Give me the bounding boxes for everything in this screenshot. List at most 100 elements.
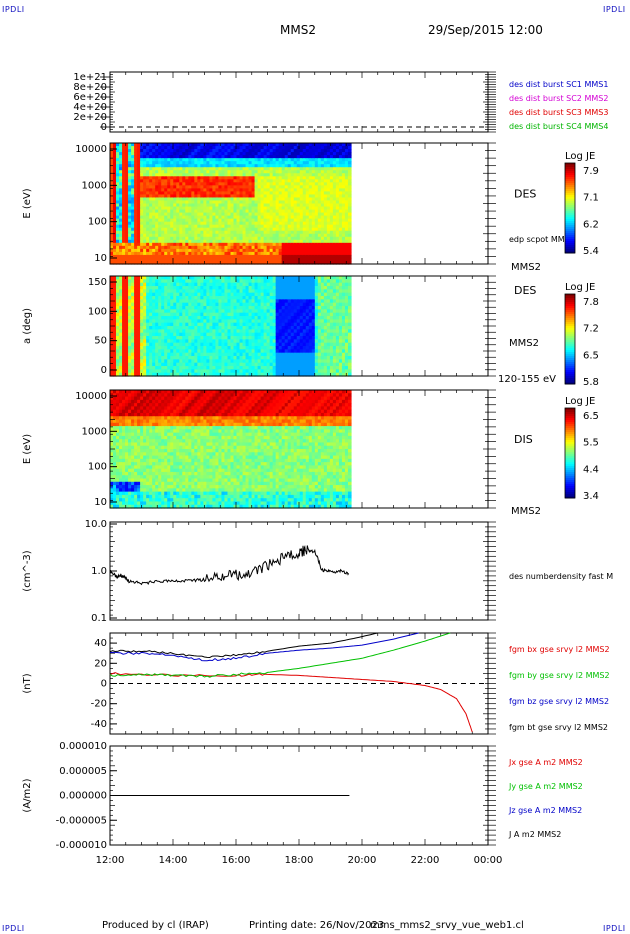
heatmap-cell [113, 227, 117, 232]
heatmap-cell [116, 332, 120, 337]
heatmap-cell [200, 170, 204, 174]
heatmap-cell [254, 173, 259, 177]
heatmap-cell [200, 362, 204, 367]
heatmap-cell [281, 251, 286, 256]
heatmap-cell [221, 239, 226, 244]
heatmap-cell [197, 299, 201, 304]
heatmap-cell [344, 176, 349, 180]
heatmap-cell [119, 149, 123, 153]
heatmap-cell [152, 326, 156, 330]
heatmap-cell [134, 289, 138, 294]
heatmap-cell [116, 224, 120, 229]
heatmap-cell [248, 233, 253, 238]
heatmap-cell [227, 359, 232, 364]
heatmap-cell [110, 200, 114, 205]
heatmap-cell [242, 185, 247, 189]
heatmap-cell [344, 233, 349, 238]
heatmap-cell [212, 359, 217, 364]
heatmap-cell [134, 342, 138, 347]
heatmap-cell [215, 356, 220, 360]
heatmap-cell [155, 356, 159, 360]
heatmap-cell [344, 221, 349, 226]
heatmap-cell [266, 352, 271, 357]
heatmap-cell [194, 372, 198, 377]
heatmap-cell [329, 194, 334, 199]
heatmap-cell [242, 236, 247, 241]
heatmap-cell [122, 329, 126, 334]
heatmap-cell [221, 352, 226, 357]
heatmap-cell [236, 362, 241, 367]
heatmap-cell [260, 316, 265, 320]
heatmap-cell [209, 302, 214, 307]
heatmap-cell [140, 296, 144, 300]
heatmap-cell [215, 149, 220, 153]
heatmap-cell [326, 143, 331, 147]
heatmap-cell [236, 227, 241, 232]
heatmap-cell [230, 206, 235, 211]
heatmap-cell [116, 254, 120, 259]
heatmap-cell [233, 212, 238, 217]
heatmap-cell [341, 185, 346, 189]
heatmap-cell [164, 352, 168, 357]
heatmap-cell [128, 209, 132, 214]
heatmap-cell [194, 167, 198, 171]
heatmap-cell [161, 200, 165, 205]
heatmap-cell [137, 164, 141, 168]
heatmap-cell [158, 306, 162, 310]
heatmap-cell [125, 319, 129, 324]
heatmap-cell [185, 179, 189, 183]
heatmap-cell [308, 248, 313, 253]
heatmap-cell [266, 179, 271, 183]
heatmap-cell [185, 233, 189, 238]
heatmap-cell [152, 158, 156, 162]
heatmap-cell [326, 197, 331, 202]
heatmap-cell [125, 155, 129, 159]
heatmap-cell [188, 312, 192, 317]
heatmap-cell [296, 215, 301, 220]
heatmap-cell [317, 167, 322, 171]
heatmap-cell [227, 346, 232, 350]
heatmap-cell [254, 197, 259, 202]
heatmap-cell [281, 197, 286, 202]
heatmap-cell [248, 218, 253, 223]
heatmap-cell [215, 158, 220, 162]
heatmap-cell [326, 170, 331, 174]
heatmap-cell [206, 155, 210, 159]
heatmap-cell [161, 339, 165, 344]
heatmap-cell [221, 302, 226, 307]
heatmap-cell [281, 242, 286, 247]
heatmap-cell [134, 366, 138, 370]
heatmap-cell [308, 155, 313, 159]
heatmap-cell [137, 316, 141, 320]
heatmap-cell [113, 170, 117, 174]
heatmap-cell [155, 362, 159, 367]
heatmap-cell [272, 239, 277, 244]
heatmap-cell [122, 309, 126, 314]
heatmap-cell [272, 185, 277, 189]
heatmap-cell [203, 332, 207, 337]
heatmap-cell [176, 203, 180, 208]
heatmap-cell [263, 230, 268, 235]
heatmap-cell [143, 245, 147, 250]
heatmap-cell [191, 239, 195, 244]
heatmap-cell [188, 227, 192, 232]
heatmap-cell [284, 212, 289, 217]
heatmap-cell [251, 182, 256, 186]
heatmap-cell [203, 221, 207, 226]
heatmap-cell [149, 299, 153, 304]
heatmap-cell [155, 279, 159, 284]
heatmap-cell [272, 170, 277, 174]
heatmap-cell [251, 176, 256, 180]
heatmap-cell [266, 221, 271, 226]
heatmap-cell [170, 302, 174, 307]
heatmap-cell [344, 230, 349, 235]
heatmap-cell [335, 212, 340, 217]
heatmap-cell [254, 179, 259, 183]
heatmap-cell [191, 200, 195, 205]
heatmap-cell [197, 254, 201, 259]
heatmap-cell [347, 227, 352, 232]
heatmap-cell [227, 276, 232, 280]
heatmap-cell [161, 319, 165, 324]
heatmap-cell [335, 257, 340, 262]
heatmap-cell [272, 299, 277, 304]
